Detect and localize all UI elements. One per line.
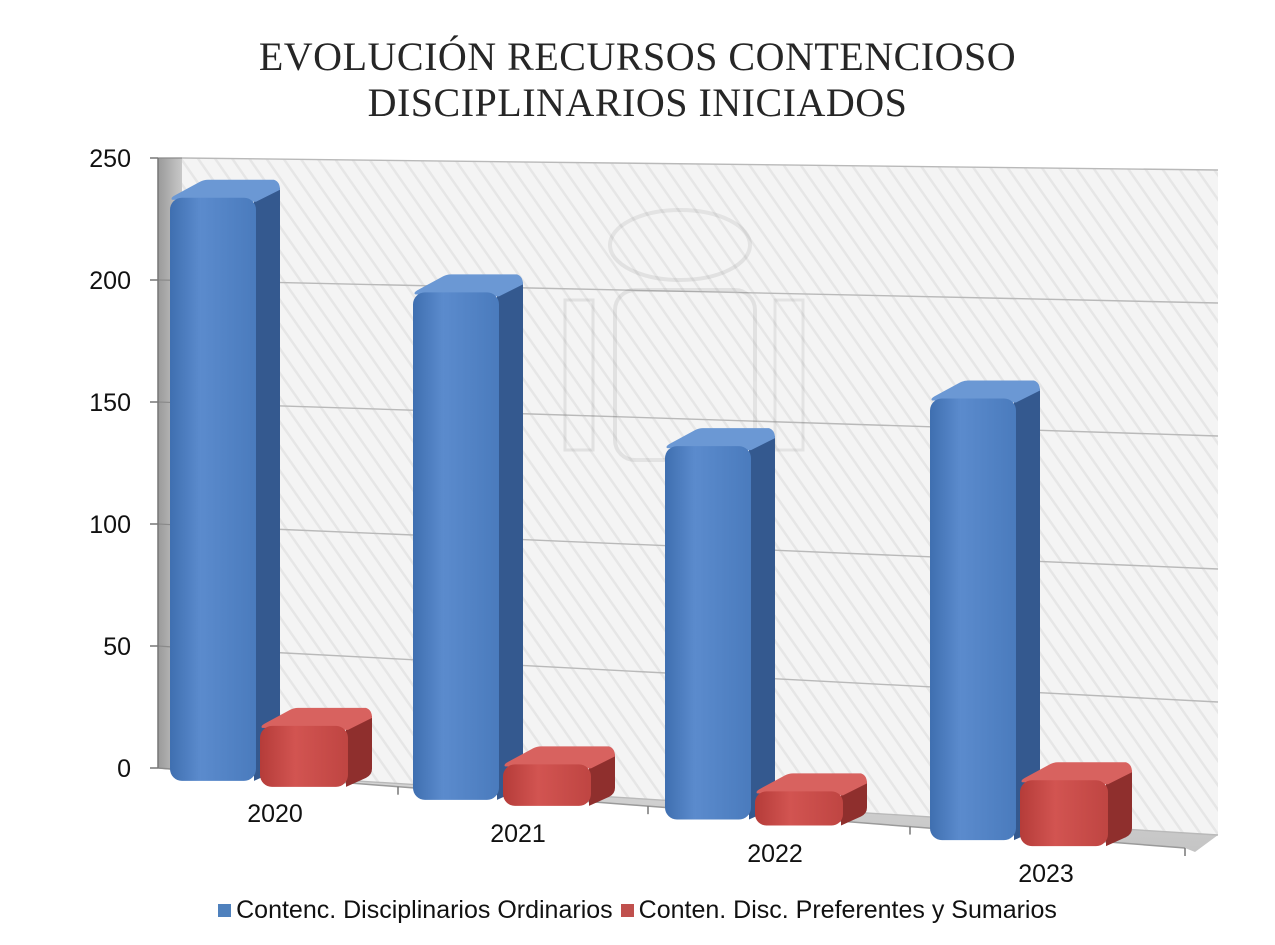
bar-series-0-2022 — [665, 428, 775, 820]
legend-swatch-series-1 — [620, 904, 634, 917]
bar-series-0-2021 — [413, 274, 523, 800]
legend-item-series-0: Contenc. Disciplinarios Ordinarios — [218, 896, 613, 925]
y-axis: 0 50 100 150 200 250 — [89, 145, 159, 783]
bars — [170, 179, 1132, 847]
x-tick-label-2023: 2023 — [1018, 860, 1074, 888]
x-tick-label-2020: 2020 — [247, 800, 303, 828]
gridline — [181, 279, 1219, 304]
legend-label-series-1: Conten. Disc. Preferentes y Sumarios — [638, 896, 1057, 924]
seal-pillar-right — [773, 298, 805, 452]
legend: Contenc. Disciplinarios Ordinarios Conte… — [0, 895, 1275, 925]
bar-series-0-2023 — [930, 380, 1040, 841]
x-tick-label-2021: 2021 — [490, 820, 546, 848]
bar-series-0-2020 — [170, 179, 280, 781]
legend-swatch-series-0 — [218, 904, 232, 917]
gridline — [181, 157, 1219, 171]
y-tick-label: 150 — [89, 389, 131, 417]
bar-series-1-2021 — [503, 746, 615, 806]
seal-pillar-left — [563, 298, 595, 452]
y-tick-label: 0 — [117, 755, 131, 783]
y-tick-label: 100 — [89, 511, 131, 539]
gridline — [181, 402, 1219, 437]
y-tick-label: 200 — [89, 267, 131, 295]
bar-series-1-2022 — [755, 773, 867, 826]
bar-series-1-2023 — [1020, 762, 1132, 847]
legend-item-series-1: Conten. Disc. Preferentes y Sumarios — [620, 896, 1057, 925]
chart-title-line-2: DISCIPLINARIOS INICIADOS — [367, 80, 908, 125]
x-tick-label-2022: 2022 — [747, 840, 803, 868]
legend-label-series-0: Contenc. Disciplinarios Ordinarios — [236, 896, 613, 924]
bar-series-1-2020 — [260, 707, 372, 787]
y-tick-label: 250 — [89, 145, 131, 173]
y-tick-label: 50 — [103, 633, 131, 661]
chart-title-line-1: EVOLUCIÓN RECURSOS CONTENCIOSO — [258, 34, 1017, 79]
x-axis: 2020 2021 2022 2023 — [247, 786, 1186, 888]
seal-crown-shape — [608, 208, 752, 282]
